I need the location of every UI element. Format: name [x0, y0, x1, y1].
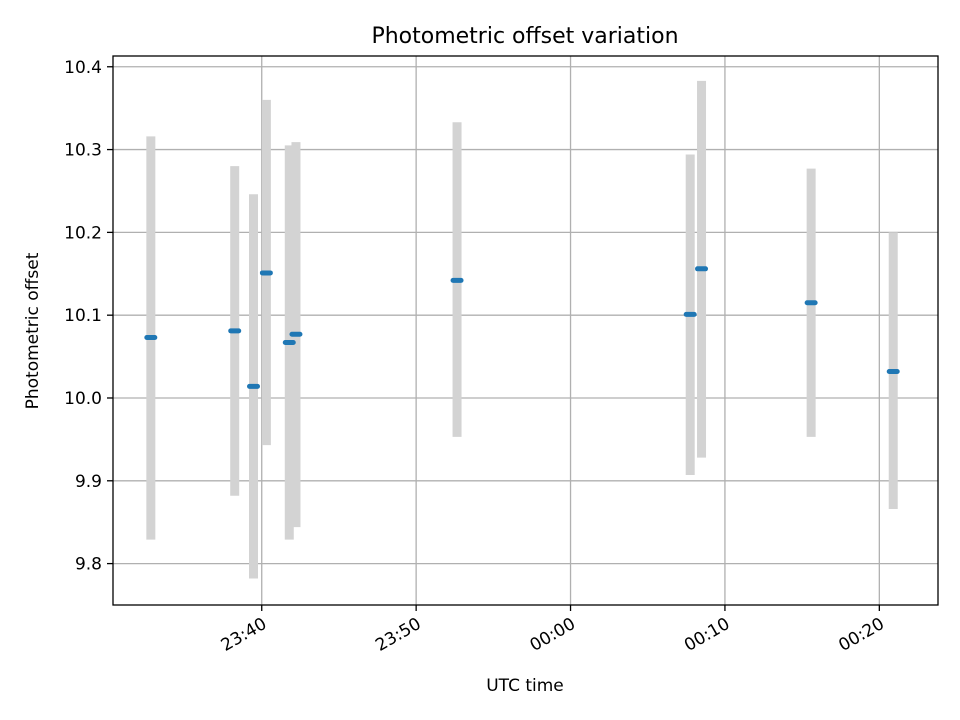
y-tick-label: 10.0	[64, 389, 102, 409]
x-axis-label: UTC time	[486, 676, 564, 696]
y-tick-label: 9.8	[75, 555, 102, 575]
y-axis-label: Photometric offset	[23, 252, 43, 409]
y-tick-label: 10.1	[64, 306, 102, 326]
y-tick-label: 10.3	[64, 141, 102, 161]
chart-title: Photometric offset variation	[371, 24, 678, 49]
y-tick-label: 9.9	[75, 472, 102, 492]
y-tick-label: 10.4	[64, 58, 102, 78]
data-points	[144, 266, 900, 389]
y-axis: 9.8 9.9 10.0 10.1 10.2 10.3 10.4	[64, 58, 113, 575]
plot-frame	[112, 55, 939, 606]
y-tick-label: 10.2	[64, 223, 102, 243]
